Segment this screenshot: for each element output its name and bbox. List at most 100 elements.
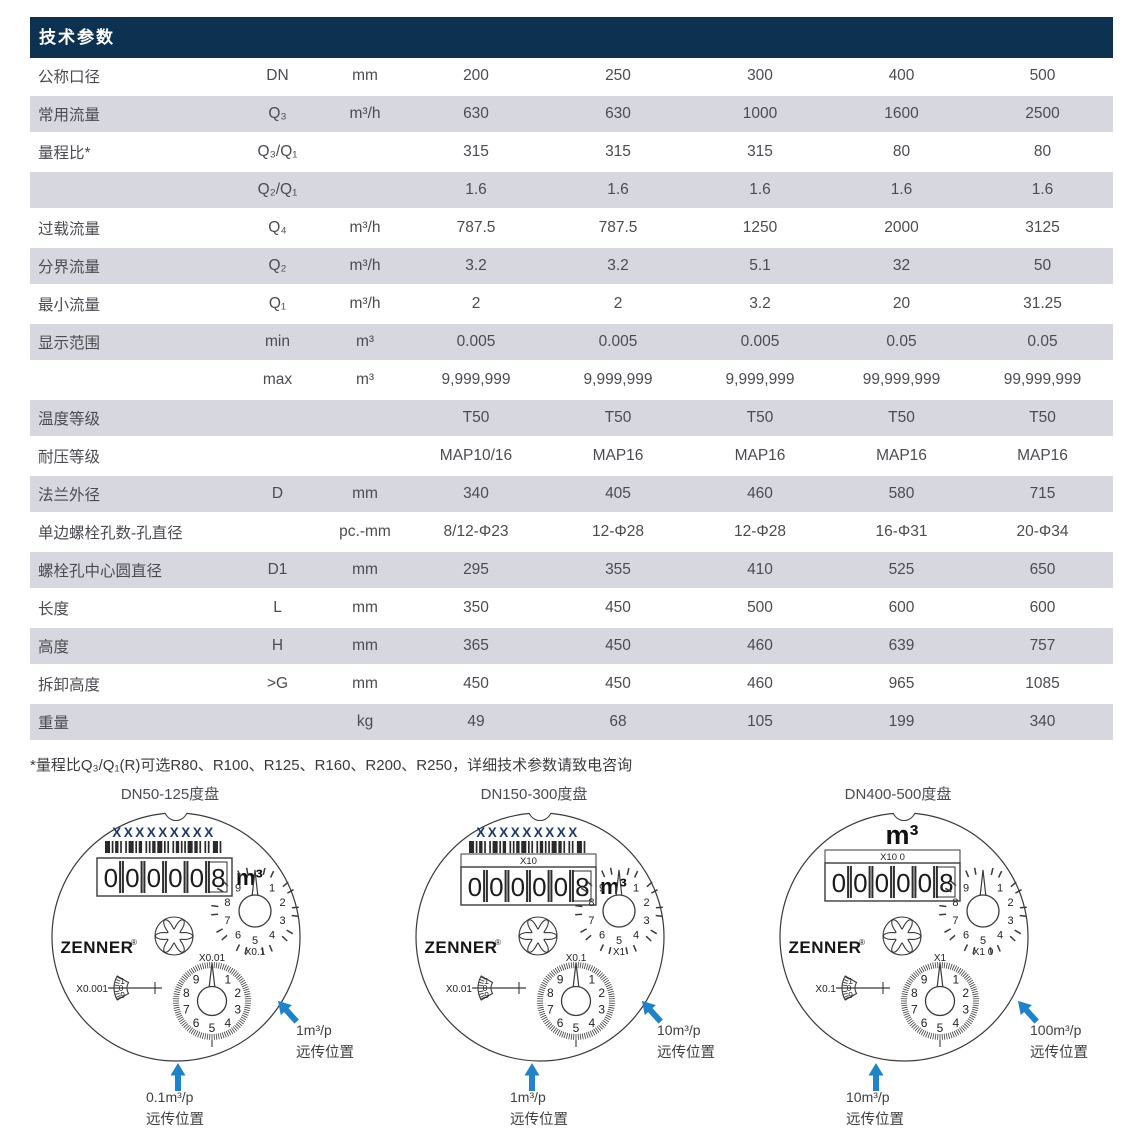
cell-label: 公称口径 <box>30 58 230 95</box>
brand-logo: ZENNER® <box>425 938 502 957</box>
cell-value: 315 <box>689 133 831 171</box>
cell-unit: m³/h <box>325 285 405 323</box>
cell-value: 450 <box>547 627 689 665</box>
cell-value: T50 <box>547 399 689 437</box>
cell-label: 高度 <box>30 627 230 665</box>
svg-text:2: 2 <box>598 986 605 1000</box>
arrow-bottom-caption: 远传位置 <box>846 1111 904 1128</box>
dial-title: DN400-500度盘 <box>740 784 1056 806</box>
svg-text:3: 3 <box>234 1003 241 1017</box>
cell-value: 1.6 <box>405 171 547 209</box>
cell-symbol: Q₃ <box>230 95 325 133</box>
cell-value: 525 <box>831 551 972 589</box>
arrow-bottom-caption: 远传位置 <box>510 1111 568 1128</box>
svg-text:2: 2 <box>280 897 286 909</box>
cell-value: MAP10/16 <box>405 437 547 475</box>
cell-value: 0.05 <box>831 323 972 361</box>
svg-text:7: 7 <box>952 915 958 927</box>
svg-text:2: 2 <box>1008 897 1014 909</box>
cell-symbol: Q₁ <box>230 285 325 323</box>
cell-value: 630 <box>405 95 547 133</box>
svg-text:X0.01: X0.01 <box>446 984 473 995</box>
svg-text:6: 6 <box>599 929 605 941</box>
cell-symbol <box>230 513 325 551</box>
cell-label: 量程比* <box>30 133 230 171</box>
cell-label: 过载流量 <box>30 209 230 247</box>
cell-value: 1.6 <box>831 171 972 209</box>
cell-value: 3125 <box>972 209 1113 247</box>
cell-value: 630 <box>547 95 689 133</box>
cell-value: MAP16 <box>831 437 972 475</box>
cell-value: T50 <box>405 399 547 437</box>
cell-label: 法兰外径 <box>30 475 230 513</box>
svg-text:9: 9 <box>848 990 853 1000</box>
svg-text:X0.001: X0.001 <box>76 984 108 995</box>
cell-value: 295 <box>405 551 547 589</box>
svg-text:5: 5 <box>980 935 986 947</box>
cell-value: 2000 <box>831 209 972 247</box>
svg-text:0: 0 <box>511 872 525 902</box>
cell-value: 600 <box>972 589 1113 627</box>
cell-symbol: Q₂/Q₁ <box>230 171 325 209</box>
svg-text:1: 1 <box>953 972 960 986</box>
svg-text:9: 9 <box>599 882 605 894</box>
svg-text:ZENNER: ZENNER <box>61 938 134 957</box>
cell-unit: mm <box>325 551 405 589</box>
cell-unit: m³ <box>325 361 405 399</box>
svg-text:4: 4 <box>589 1016 596 1030</box>
cell-value: 8/12-Φ23 <box>405 513 547 551</box>
cell-value: 400 <box>831 58 972 95</box>
svg-text:9: 9 <box>120 990 125 1000</box>
cell-symbol: Q₄ <box>230 209 325 247</box>
cell-value: 50 <box>972 247 1113 285</box>
svg-text:2: 2 <box>962 986 969 1000</box>
cell-value: 9,999,999 <box>689 361 831 399</box>
cell-value: 199 <box>831 703 972 741</box>
svg-text:9: 9 <box>557 972 564 986</box>
cell-value: 16-Φ31 <box>831 513 972 551</box>
svg-text:®: ® <box>131 938 137 947</box>
dial-title: DN50-125度盘 <box>12 784 328 806</box>
svg-text:®: ® <box>495 938 501 947</box>
cell-value: 32 <box>831 247 972 285</box>
svg-text:8: 8 <box>911 986 918 1000</box>
arrow-right-value: 10m³/p <box>657 1022 701 1038</box>
cell-value: 1085 <box>972 665 1113 703</box>
svg-text:1: 1 <box>269 882 275 894</box>
cell-value: 99,999,999 <box>831 361 972 399</box>
svg-text:0: 0 <box>190 863 204 893</box>
dial-title: DN150-300度盘 <box>376 784 692 806</box>
svg-text:6: 6 <box>557 1016 564 1030</box>
arrow-right-caption: 远传位置 <box>657 1044 715 1061</box>
cell-value: 49 <box>405 703 547 741</box>
svg-text:9: 9 <box>484 990 489 1000</box>
cell-value: 639 <box>831 627 972 665</box>
cell-value: 450 <box>547 665 689 703</box>
svg-text:0: 0 <box>147 863 161 893</box>
svg-text:ZENNER: ZENNER <box>425 938 498 957</box>
cell-value: 2 <box>405 285 547 323</box>
cell-unit <box>325 171 405 209</box>
cell-value: 105 <box>689 703 831 741</box>
cell-value: 68 <box>547 703 689 741</box>
cell-symbol: >G <box>230 665 325 703</box>
cell-unit: kg <box>325 703 405 741</box>
cell-label: 长度 <box>30 589 230 627</box>
cell-value: 31.25 <box>972 285 1113 323</box>
cell-label: 最小流量 <box>30 285 230 323</box>
cell-unit: pc.-mm <box>325 513 405 551</box>
turbine-icon <box>155 917 193 955</box>
cell-label: 耐压等级 <box>30 437 230 475</box>
